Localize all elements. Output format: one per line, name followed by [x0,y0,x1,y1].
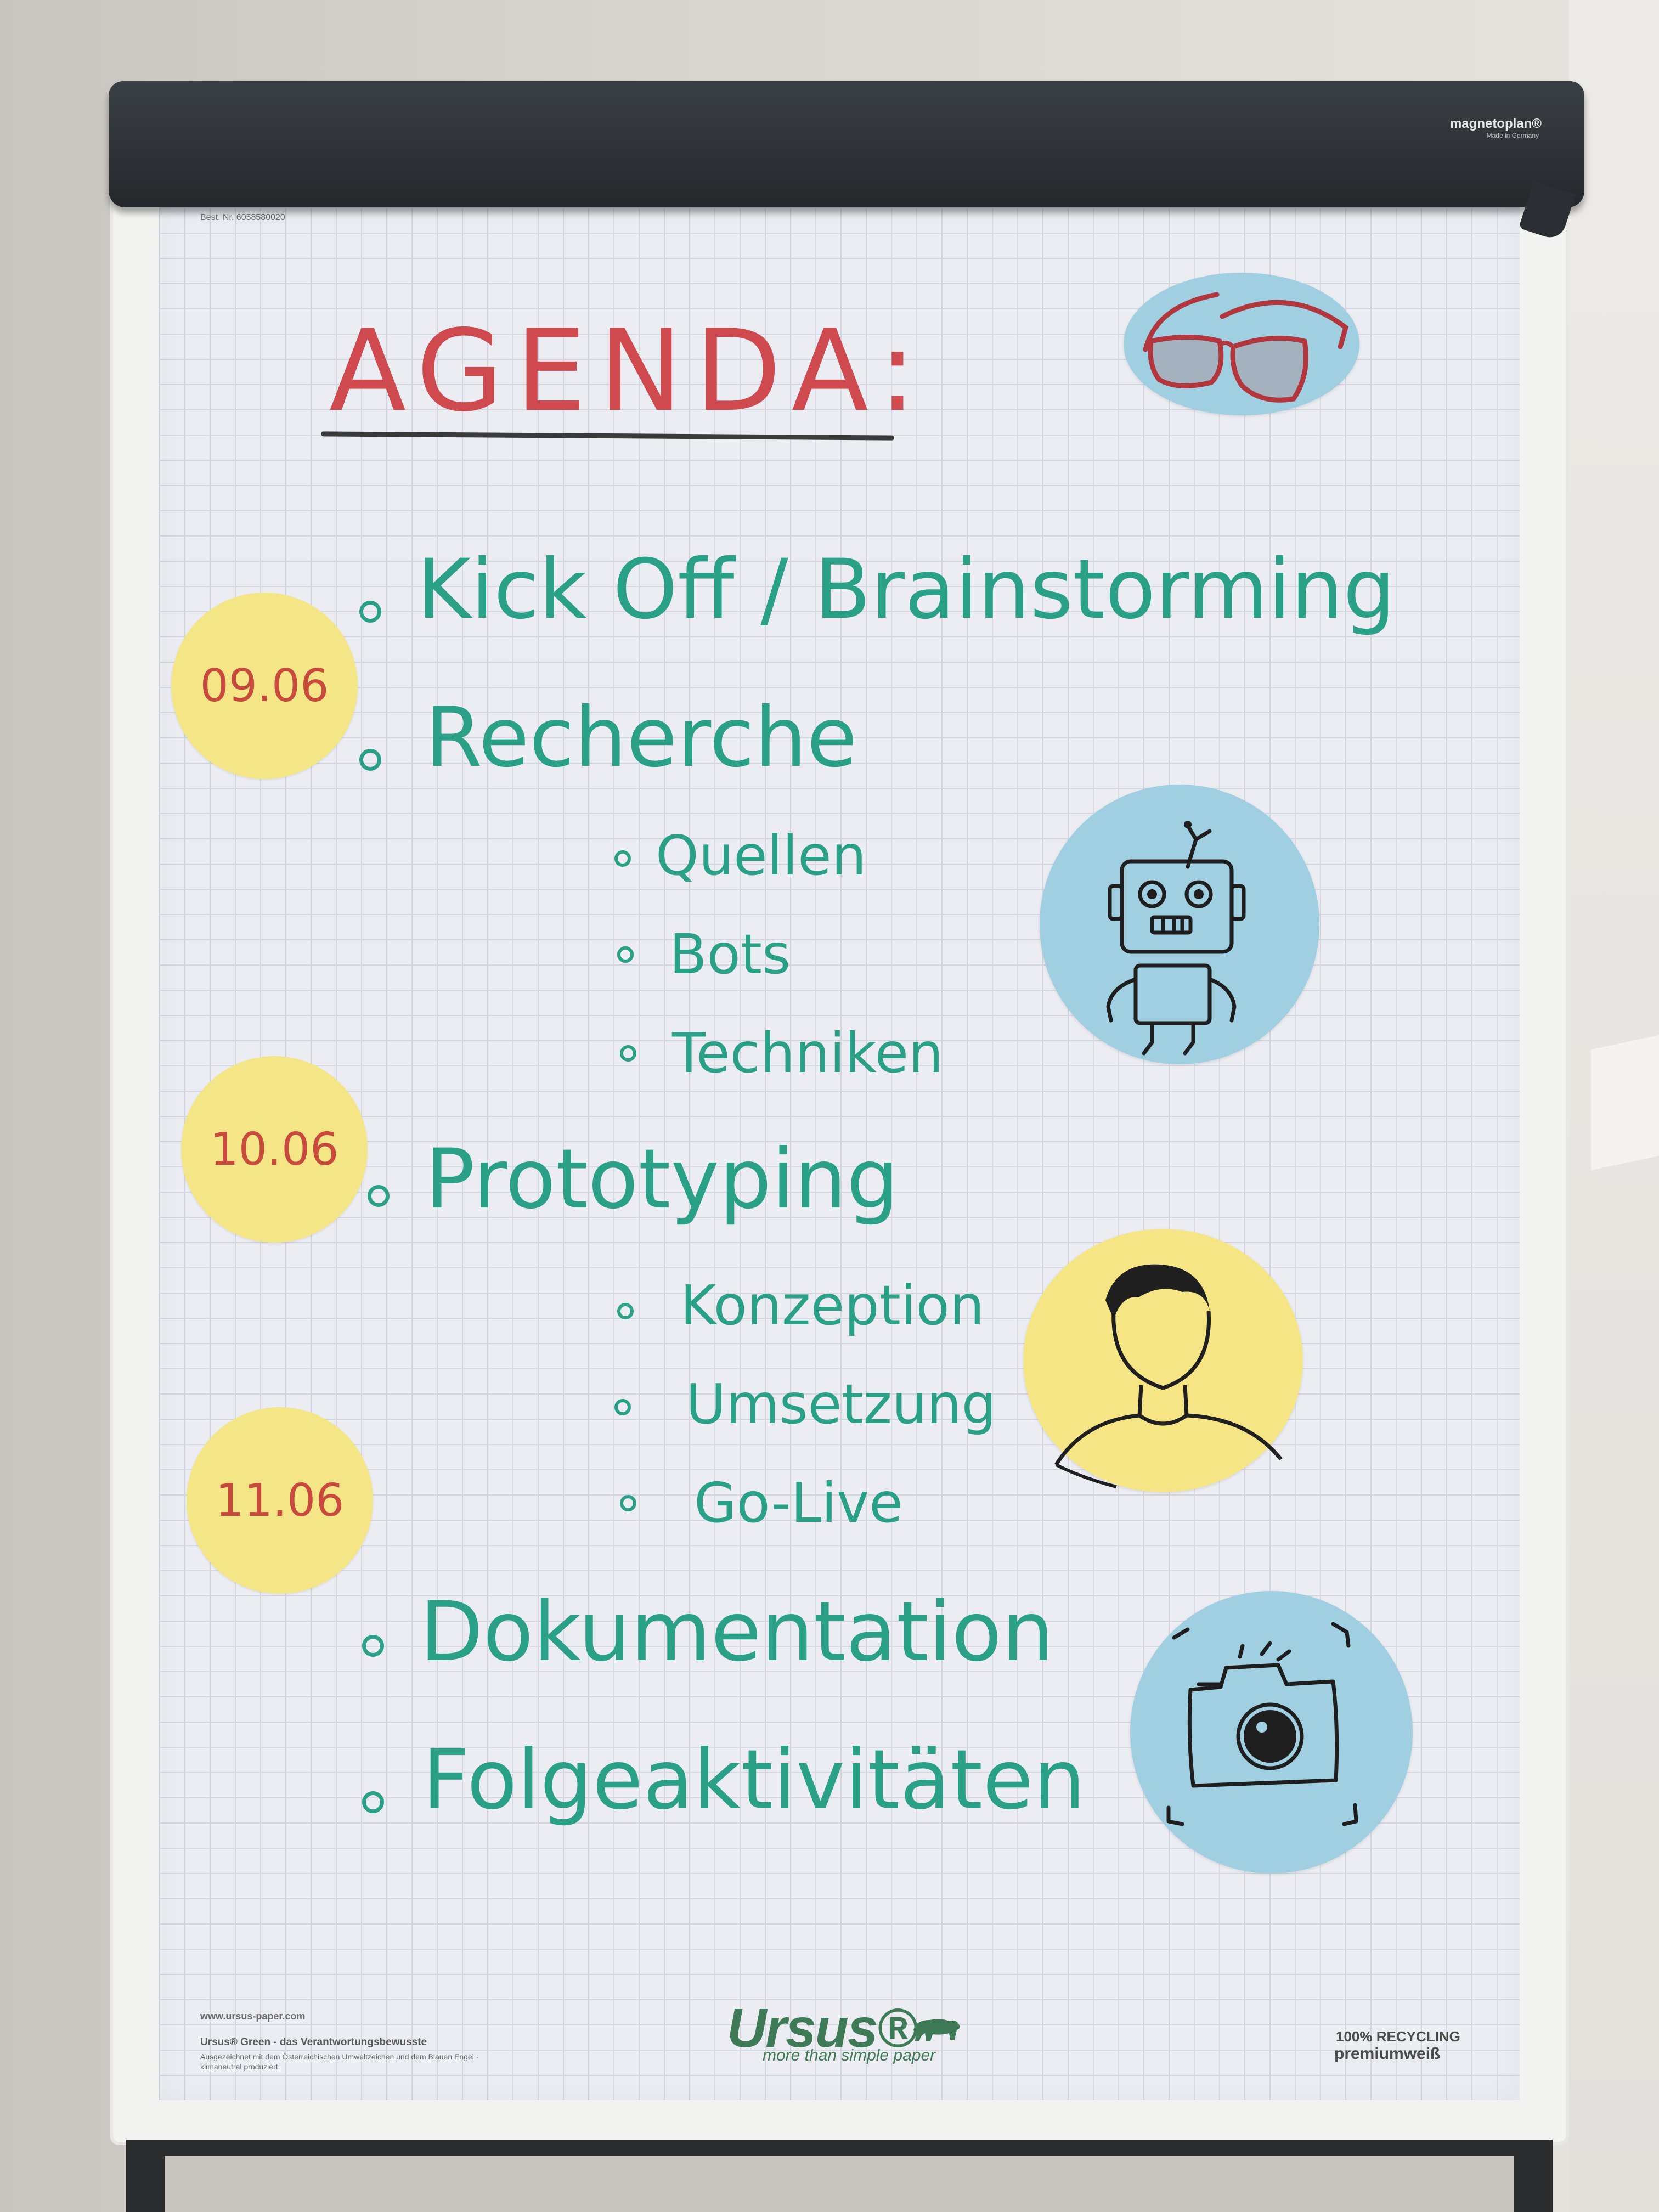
paper-type: premiumweiß [1334,2045,1441,2063]
bullet [359,749,381,771]
bullet [617,946,634,963]
ursus-tagline: more than simple paper [763,2046,936,2064]
paper-recycling: 100% RECYCLING [1336,2028,1460,2045]
stand-gap [165,2156,1514,2212]
paper-green-line: Ursus® Green - das Verantwortungsbewusst… [200,2036,427,2048]
bear-logo-icon [913,2019,960,2041]
bullet [617,1303,634,1319]
agenda-item-prototyping: Prototyping [425,1132,899,1227]
person-sticker [1023,1229,1303,1492]
bullet [614,1399,631,1415]
subitem-techniken: Techniken [672,1021,944,1085]
bullet [359,601,381,623]
board-brand: magnetoplan® [1449,116,1542,131]
camera-icon [1166,1622,1358,1826]
camera-sticker [1130,1591,1413,1874]
agenda-item-dokumentation: Dokumentation [420,1584,1054,1680]
paper-url: www.ursus-paper.com [200,2011,306,2022]
glasses-icon [1143,292,1349,403]
wall-light-patch [1591,1035,1659,1171]
robot-sticker [1040,785,1319,1064]
subitem-konzeption: Konzeption [680,1273,985,1338]
robot-icon [1106,821,1246,1056]
agenda-item-folgeaktivitaeten: Folgeaktivitäten [422,1733,1086,1828]
date-sticker: 09.06 [171,592,358,779]
ursus-logo: Ursus® [727,1997,917,2059]
bullet [620,1045,636,1062]
date-sticker: 11.06 [187,1407,373,1594]
paper-small-print: Ausgezeichnet mit dem Österreichischen U… [200,2052,479,2071]
board-brand-sub: Made in Germany [1486,132,1539,139]
bullet [368,1185,390,1207]
subitem-umsetzung: Umsetzung [686,1372,997,1436]
date-label: 10.06 [210,1123,339,1176]
glasses-sticker [1124,273,1359,415]
agenda-title: AGENDA: [329,306,929,437]
agenda-item-recherche: Recherche [425,690,857,786]
date-sticker: 10.06 [181,1056,368,1243]
flipchart-clamp-bar [109,81,1584,207]
subitem-bots: Bots [669,922,791,986]
bullet [362,1635,384,1657]
person-icon [1054,1264,1283,1488]
subitem-quellen: Quellen [656,823,867,888]
bullet [362,1791,384,1813]
bullet [614,850,631,867]
agenda-item-kickoff: Kick Off / Brainstorming [417,542,1396,637]
date-label: 11.06 [215,1474,345,1527]
bullet [620,1495,636,1511]
paper-order-number: Best. Nr. 6058580020 [200,213,285,222]
subitem-golive: Go-Live [694,1471,903,1535]
date-label: 09.06 [200,659,329,712]
